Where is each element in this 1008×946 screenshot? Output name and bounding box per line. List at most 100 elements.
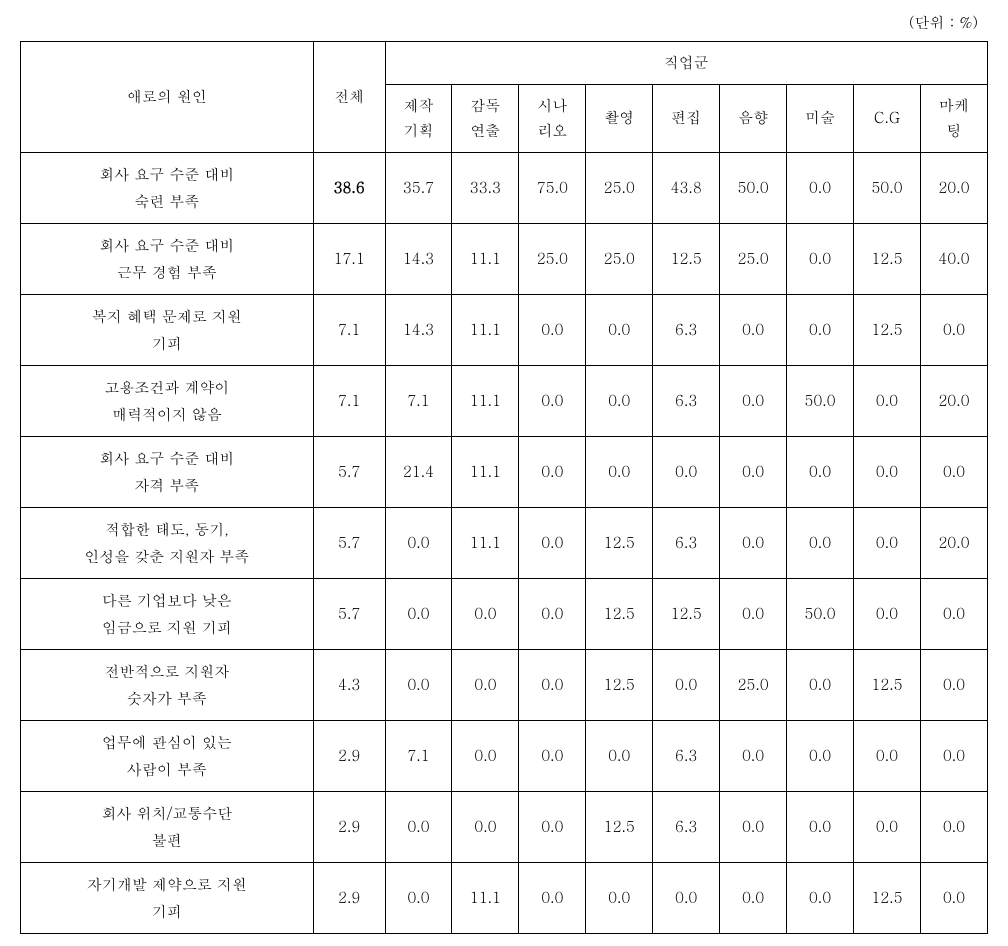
row-value: 0.0 <box>452 578 519 649</box>
row-value: 0.0 <box>853 436 920 507</box>
row-total: 2.9 <box>313 720 385 791</box>
row-value: 0.0 <box>920 578 987 649</box>
row-value: 20.0 <box>920 365 987 436</box>
row-value: 0.0 <box>853 365 920 436</box>
row-value: 0.0 <box>519 791 586 862</box>
row-value: 12.5 <box>653 223 720 294</box>
row-value: 0.0 <box>519 365 586 436</box>
row-value: 0.0 <box>519 578 586 649</box>
row-value: 0.0 <box>653 436 720 507</box>
header-job-6: 미술 <box>787 84 854 152</box>
row-value: 0.0 <box>787 223 854 294</box>
row-label: 적합한 태도, 동기,인성을 갖춘 지원자 부족 <box>21 507 314 578</box>
row-value: 12.5 <box>853 649 920 720</box>
row-value: 0.0 <box>720 791 787 862</box>
row-value: 50.0 <box>853 152 920 223</box>
row-value: 0.0 <box>787 791 854 862</box>
table-row: 복지 혜택 문제로 지원기피7.114.311.10.00.06.30.00.0… <box>21 294 988 365</box>
row-total: 2.9 <box>313 791 385 862</box>
row-value: 12.5 <box>586 791 653 862</box>
row-value: 50.0 <box>787 365 854 436</box>
row-total: 4.3 <box>313 649 385 720</box>
row-value: 25.0 <box>586 223 653 294</box>
row-value: 0.0 <box>519 294 586 365</box>
row-value: 12.5 <box>586 507 653 578</box>
header-total: 전체 <box>313 42 385 153</box>
row-value: 12.5 <box>653 578 720 649</box>
row-value: 0.0 <box>720 365 787 436</box>
row-value: 0.0 <box>519 649 586 720</box>
row-value: 6.3 <box>653 294 720 365</box>
table-row: 회사 요구 수준 대비숙련 부족38.635.733.375.025.043.8… <box>21 152 988 223</box>
table-row: 적합한 태도, 동기,인성을 갖춘 지원자 부족5.70.011.10.012.… <box>21 507 988 578</box>
row-value: 6.3 <box>653 720 720 791</box>
row-value: 0.0 <box>787 720 854 791</box>
row-value: 0.0 <box>385 507 452 578</box>
row-value: 25.0 <box>586 152 653 223</box>
row-label: 회사 요구 수준 대비자격 부족 <box>21 436 314 507</box>
row-value: 0.0 <box>787 436 854 507</box>
row-value: 6.3 <box>653 791 720 862</box>
header-job-5: 음향 <box>720 84 787 152</box>
table-body: 회사 요구 수준 대비숙련 부족38.635.733.375.025.043.8… <box>21 152 988 933</box>
unit-label: (단위 : %) <box>20 12 988 33</box>
row-label: 복지 혜택 문제로 지원기피 <box>21 294 314 365</box>
header-job-group: 직업군 <box>385 42 987 85</box>
header-job-3: 촬영 <box>586 84 653 152</box>
row-value: 0.0 <box>385 649 452 720</box>
row-value: 0.0 <box>586 720 653 791</box>
table-row: 전반적으로 지원자숫자가 부족4.30.00.00.012.50.025.00.… <box>21 649 988 720</box>
row-label: 회사 요구 수준 대비숙련 부족 <box>21 152 314 223</box>
row-value: 0.0 <box>452 720 519 791</box>
row-value: 21.4 <box>385 436 452 507</box>
row-label: 고용조건과 계약이매력적이지 않음 <box>21 365 314 436</box>
row-value: 6.3 <box>653 365 720 436</box>
row-value: 0.0 <box>720 578 787 649</box>
header-job-2: 시나리오 <box>519 84 586 152</box>
row-value: 0.0 <box>586 436 653 507</box>
row-value: 20.0 <box>920 507 987 578</box>
row-value: 14.3 <box>385 294 452 365</box>
header-job-0: 제작기획 <box>385 84 452 152</box>
row-value: 40.0 <box>920 223 987 294</box>
row-value: 6.3 <box>653 507 720 578</box>
row-label: 업무에 관심이 있는사람이 부족 <box>21 720 314 791</box>
row-total: 7.1 <box>313 294 385 365</box>
row-value: 0.0 <box>853 578 920 649</box>
row-value: 20.0 <box>920 152 987 223</box>
row-value: 0.0 <box>586 365 653 436</box>
row-value: 0.0 <box>385 791 452 862</box>
row-value: 33.3 <box>452 152 519 223</box>
row-value: 0.0 <box>452 649 519 720</box>
row-value: 0.0 <box>586 294 653 365</box>
row-value: 14.3 <box>385 223 452 294</box>
table-row: 회사 위치/교통수단불편2.90.00.00.012.56.30.00.00.0… <box>21 791 988 862</box>
row-value: 0.0 <box>920 791 987 862</box>
row-value: 50.0 <box>787 578 854 649</box>
row-value: 12.5 <box>853 223 920 294</box>
row-value: 0.0 <box>920 649 987 720</box>
row-value: 0.0 <box>519 720 586 791</box>
row-value: 0.0 <box>720 720 787 791</box>
row-value: 7.1 <box>385 720 452 791</box>
table-row: 업무에 관심이 있는사람이 부족2.97.10.00.00.06.30.00.0… <box>21 720 988 791</box>
row-total: 5.7 <box>313 436 385 507</box>
row-value: 12.5 <box>586 649 653 720</box>
header-job-8: 마케팅 <box>920 84 987 152</box>
row-value: 7.1 <box>385 365 452 436</box>
row-value: 11.1 <box>452 294 519 365</box>
row-total: 5.7 <box>313 507 385 578</box>
row-value: 12.5 <box>586 578 653 649</box>
row-value: 11.1 <box>452 436 519 507</box>
data-table: 애로의 원인 전체 직업군 제작기획감독연출시나리오촬영편집음향미술C.G마케팅… <box>20 41 988 934</box>
row-total: 38.6 <box>313 152 385 223</box>
row-value: 0.0 <box>519 507 586 578</box>
table-row: 회사 요구 수준 대비근무 경험 부족17.114.311.125.025.01… <box>21 223 988 294</box>
row-value: 43.8 <box>653 152 720 223</box>
table-row: 다른 기업보다 낮은임금으로 지원 기피5.70.00.00.012.512.5… <box>21 578 988 649</box>
row-value: 0.0 <box>720 294 787 365</box>
table-header: 애로의 원인 전체 직업군 제작기획감독연출시나리오촬영편집음향미술C.G마케팅 <box>21 42 988 153</box>
row-value: 25.0 <box>720 649 787 720</box>
row-value: 11.1 <box>452 223 519 294</box>
row-value: 11.1 <box>452 507 519 578</box>
